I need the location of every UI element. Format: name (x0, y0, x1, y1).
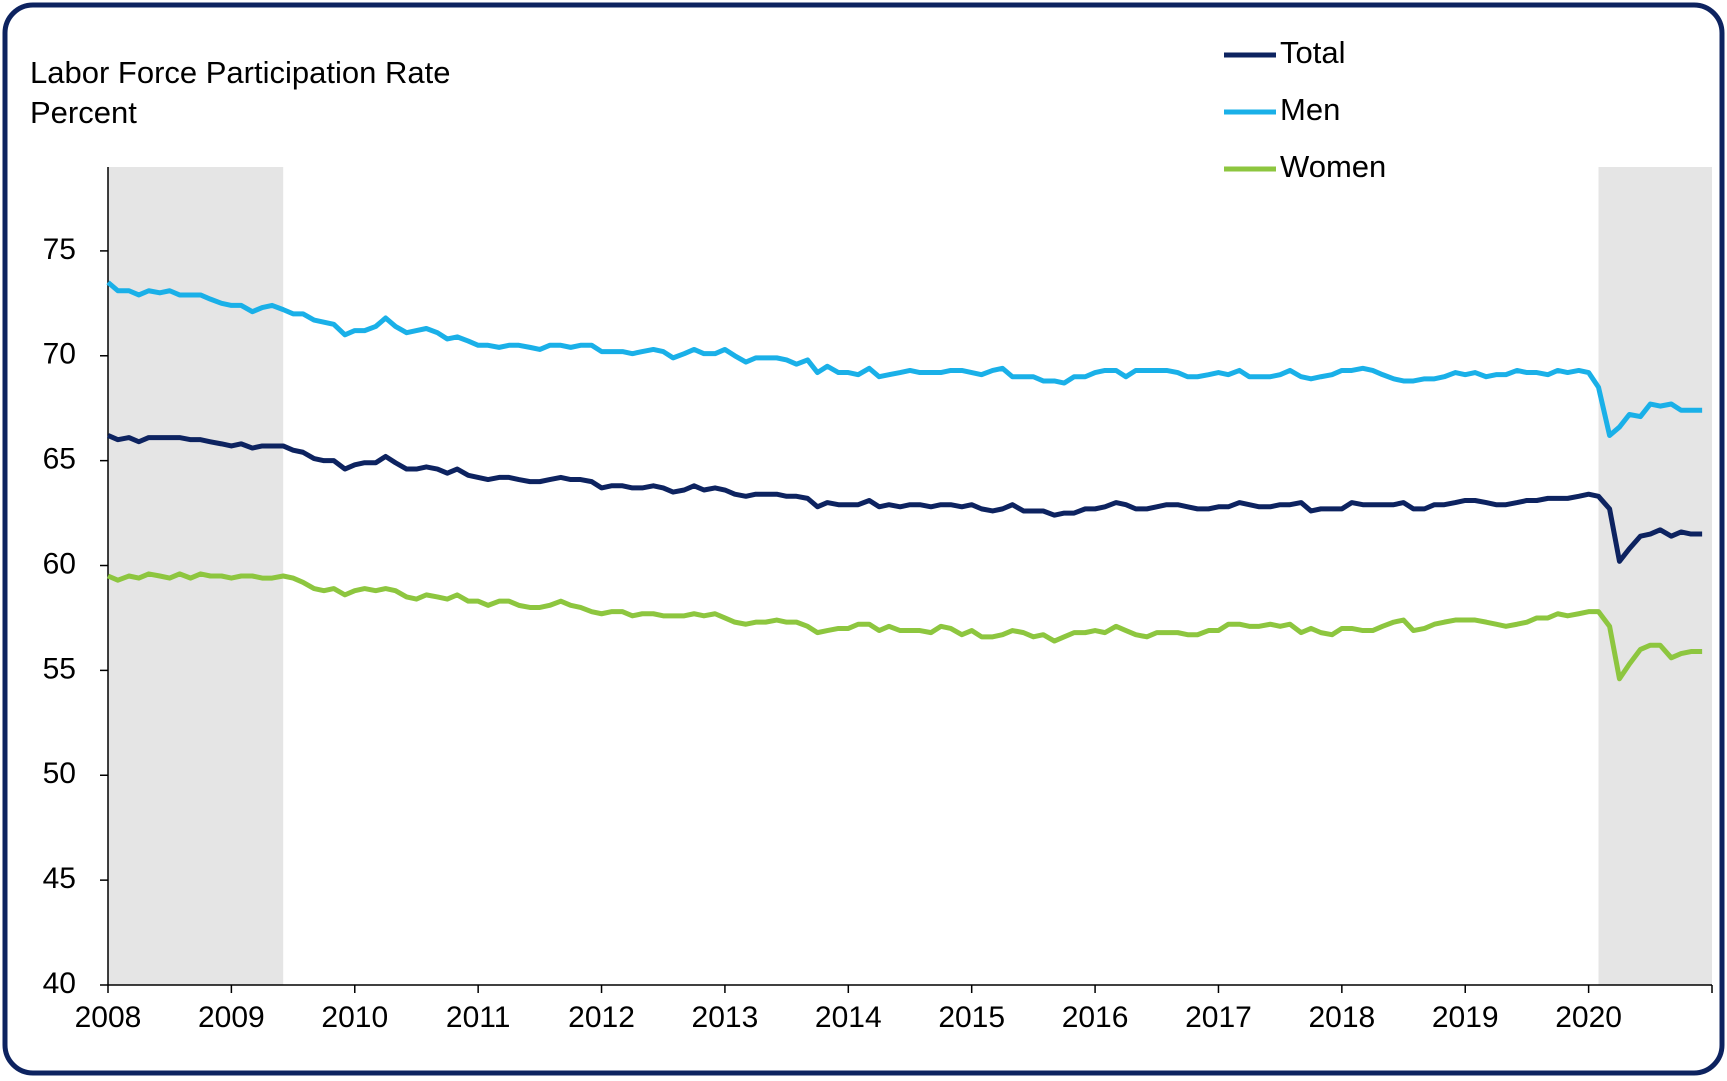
x-tick-label: 2008 (75, 1001, 142, 1034)
x-tick-label: 2011 (446, 1001, 511, 1034)
y-tick-label: 55 (43, 652, 76, 685)
legend-label: Men (1280, 92, 1340, 127)
legend-label: Women (1280, 149, 1386, 184)
chart-title: Labor Force Participation Rate (30, 55, 450, 90)
x-tick-label: 2009 (198, 1001, 265, 1034)
x-tick-label: 2013 (692, 1001, 759, 1034)
y-tick-label: 40 (43, 967, 76, 1000)
y-tick-label: 45 (43, 862, 76, 895)
series-line (107, 433, 1703, 564)
y-axis-label: Percent (30, 95, 137, 130)
x-tick-label: 2015 (938, 1001, 1005, 1034)
y-tick-label: 65 (43, 443, 76, 476)
x-tick-label: 2014 (815, 1001, 882, 1034)
x-tick-label: 2017 (1185, 1001, 1252, 1034)
x-tick-label: 2020 (1555, 1001, 1622, 1034)
x-tick-label: 2019 (1432, 1001, 1499, 1034)
y-tick-label: 70 (43, 338, 76, 371)
legend-label: Total (1280, 35, 1345, 70)
y-tick-label: 50 (43, 757, 76, 790)
series-line (107, 571, 1703, 682)
x-tick-label: 2016 (1062, 1001, 1129, 1034)
series-line (106, 280, 1703, 438)
x-tick-label: 2010 (321, 1001, 388, 1034)
y-tick-label: 60 (43, 547, 76, 580)
x-tick-label: 2012 (568, 1001, 635, 1034)
x-tick-label: 2018 (1308, 1001, 1375, 1034)
y-tick-label: 75 (43, 233, 76, 266)
recession-shade (1598, 167, 1712, 985)
